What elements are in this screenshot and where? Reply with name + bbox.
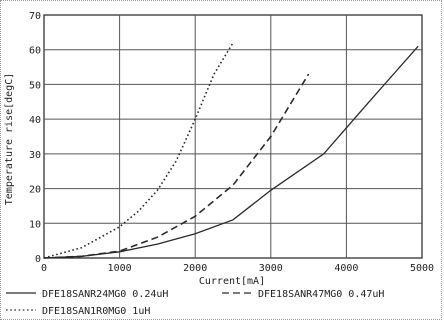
- x-tick-label: 4000: [334, 263, 358, 274]
- legend-label: DFE18SAN1R0MG0 1uH: [42, 306, 150, 317]
- y-tick-label: 50: [29, 80, 41, 91]
- y-tick-label: 30: [29, 150, 41, 161]
- series-line-2: [43, 73, 310, 259]
- y-axis-label: Temperature rise[degC]: [4, 73, 15, 205]
- x-tick-label: 2000: [183, 263, 207, 274]
- x-tick-label: 5000: [410, 263, 434, 274]
- y-tick-label: 10: [29, 219, 41, 230]
- series-line-3: [43, 42, 234, 259]
- y-tick-label: 70: [29, 11, 41, 22]
- series-line-1: [43, 45, 419, 259]
- plot-area-border: [43, 14, 423, 259]
- series-lines: [43, 42, 419, 259]
- y-tick-labels: 0 10 20 30 40 50 60 70: [29, 11, 41, 265]
- y-tick-label: 0: [35, 254, 41, 265]
- grid-lines: [43, 14, 423, 259]
- legend: DFE18SANR24MG0 0.24uH DFE18SANR47MG0 0.47…: [6, 289, 384, 317]
- x-tick-labels: 0 1000 2000 3000 4000 5000: [41, 263, 434, 274]
- y-tick-label: 60: [29, 46, 41, 57]
- y-tick-label: 40: [29, 115, 41, 126]
- x-tick-label: 3000: [259, 263, 283, 274]
- legend-label: DFE18SANR24MG0 0.24uH: [42, 289, 168, 300]
- legend-label: DFE18SANR47MG0 0.47uH: [258, 289, 384, 300]
- y-tick-label: 20: [29, 185, 41, 196]
- x-axis-label: Current[mA]: [199, 276, 265, 287]
- x-tick-label: 1000: [108, 263, 132, 274]
- x-tick-label: 0: [41, 263, 47, 274]
